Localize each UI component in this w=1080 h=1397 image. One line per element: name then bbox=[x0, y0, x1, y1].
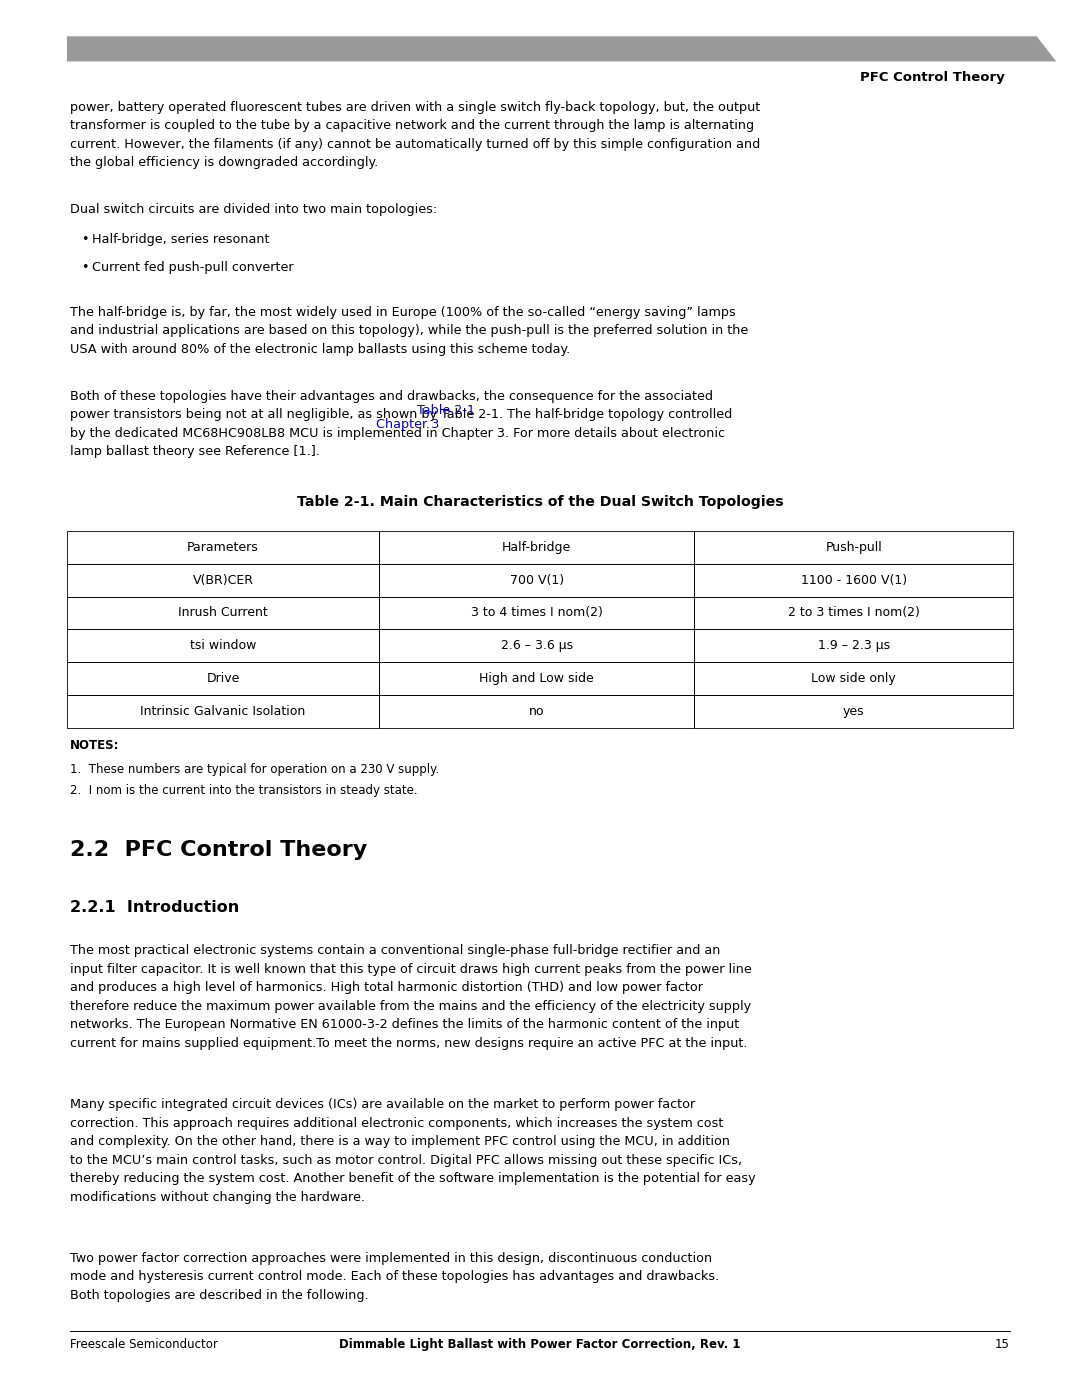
Text: 2 to 3 times I nom(2): 2 to 3 times I nom(2) bbox=[787, 606, 919, 619]
Text: Table 2-1: Table 2-1 bbox=[418, 404, 475, 418]
Text: tsi window: tsi window bbox=[190, 640, 256, 652]
Text: Parameters: Parameters bbox=[187, 541, 259, 553]
Bar bbox=[379, 629, 694, 662]
Text: Both of these topologies have their advantages and drawbacks, the consequence fo: Both of these topologies have their adva… bbox=[70, 390, 732, 458]
Text: Many specific integrated circuit devices (ICs) are available on the market to pe: Many specific integrated circuit devices… bbox=[70, 1098, 756, 1204]
Bar bbox=[694, 563, 1013, 597]
Text: Intrinsic Galvanic Isolation: Intrinsic Galvanic Isolation bbox=[140, 705, 306, 718]
Text: The half-bridge is, by far, the most widely used in Europe (100% of the so-calle: The half-bridge is, by far, the most wid… bbox=[70, 306, 748, 356]
Text: 15: 15 bbox=[995, 1338, 1010, 1351]
Text: The most practical electronic systems contain a conventional single-phase full-b: The most practical electronic systems co… bbox=[70, 944, 752, 1051]
Text: Low side only: Low side only bbox=[811, 672, 896, 685]
Text: PFC Control Theory: PFC Control Theory bbox=[860, 71, 1004, 84]
Bar bbox=[67, 662, 379, 694]
Text: Dual switch circuits are divided into two main topologies:: Dual switch circuits are divided into tw… bbox=[70, 203, 437, 215]
Text: Freescale Semiconductor: Freescale Semiconductor bbox=[70, 1338, 218, 1351]
Bar bbox=[379, 694, 694, 728]
Text: Half-bridge, series resonant: Half-bridge, series resonant bbox=[92, 233, 269, 246]
Text: 2.2.1  Introduction: 2.2.1 Introduction bbox=[70, 900, 240, 915]
Bar bbox=[67, 694, 379, 728]
Text: power, battery operated fluorescent tubes are driven with a single switch fly-ba: power, battery operated fluorescent tube… bbox=[70, 101, 760, 169]
Text: Table 2-1. Main Characteristics of the Dual Switch Topologies: Table 2-1. Main Characteristics of the D… bbox=[297, 495, 783, 509]
Text: NOTES:: NOTES: bbox=[70, 739, 120, 752]
Text: •: • bbox=[81, 233, 89, 246]
Bar bbox=[67, 629, 379, 662]
Text: 2.6 – 3.6 μs: 2.6 – 3.6 μs bbox=[501, 640, 572, 652]
Text: 700 V(1): 700 V(1) bbox=[510, 574, 564, 587]
Bar bbox=[379, 662, 694, 694]
Bar bbox=[67, 531, 379, 563]
Text: 3 to 4 times I nom(2): 3 to 4 times I nom(2) bbox=[471, 606, 603, 619]
Text: 1.  These numbers are typical for operation on a 230 V supply.: 1. These numbers are typical for operati… bbox=[70, 763, 440, 775]
Bar bbox=[67, 563, 379, 597]
Text: yes: yes bbox=[842, 705, 864, 718]
Bar bbox=[379, 597, 694, 629]
Text: High and Low side: High and Low side bbox=[480, 672, 594, 685]
Text: 2.  I nom is the current into the transistors in steady state.: 2. I nom is the current into the transis… bbox=[70, 784, 418, 796]
Polygon shape bbox=[67, 36, 1056, 61]
Bar bbox=[694, 629, 1013, 662]
Text: Push-pull: Push-pull bbox=[825, 541, 882, 553]
Text: Dimmable Light Ballast with Power Factor Correction, Rev. 1: Dimmable Light Ballast with Power Factor… bbox=[339, 1338, 741, 1351]
Bar bbox=[379, 563, 694, 597]
Text: V(BR)CER: V(BR)CER bbox=[192, 574, 254, 587]
Text: Current fed push-pull converter: Current fed push-pull converter bbox=[92, 261, 294, 274]
Bar bbox=[694, 597, 1013, 629]
Text: •: • bbox=[81, 261, 89, 274]
Bar bbox=[379, 531, 694, 563]
Text: no: no bbox=[529, 705, 544, 718]
Text: Chapter 3: Chapter 3 bbox=[376, 418, 440, 432]
Bar bbox=[694, 531, 1013, 563]
Text: Inrush Current: Inrush Current bbox=[178, 606, 268, 619]
Text: 1100 - 1600 V(1): 1100 - 1600 V(1) bbox=[800, 574, 907, 587]
Text: 2.2  PFC Control Theory: 2.2 PFC Control Theory bbox=[70, 840, 367, 859]
Text: Half-bridge: Half-bridge bbox=[502, 541, 571, 553]
Text: Drive: Drive bbox=[206, 672, 240, 685]
Bar bbox=[694, 662, 1013, 694]
Text: 1.9 – 2.3 μs: 1.9 – 2.3 μs bbox=[818, 640, 890, 652]
Text: Two power factor correction approaches were implemented in this design, disconti: Two power factor correction approaches w… bbox=[70, 1252, 719, 1302]
Bar bbox=[67, 597, 379, 629]
Bar bbox=[694, 694, 1013, 728]
